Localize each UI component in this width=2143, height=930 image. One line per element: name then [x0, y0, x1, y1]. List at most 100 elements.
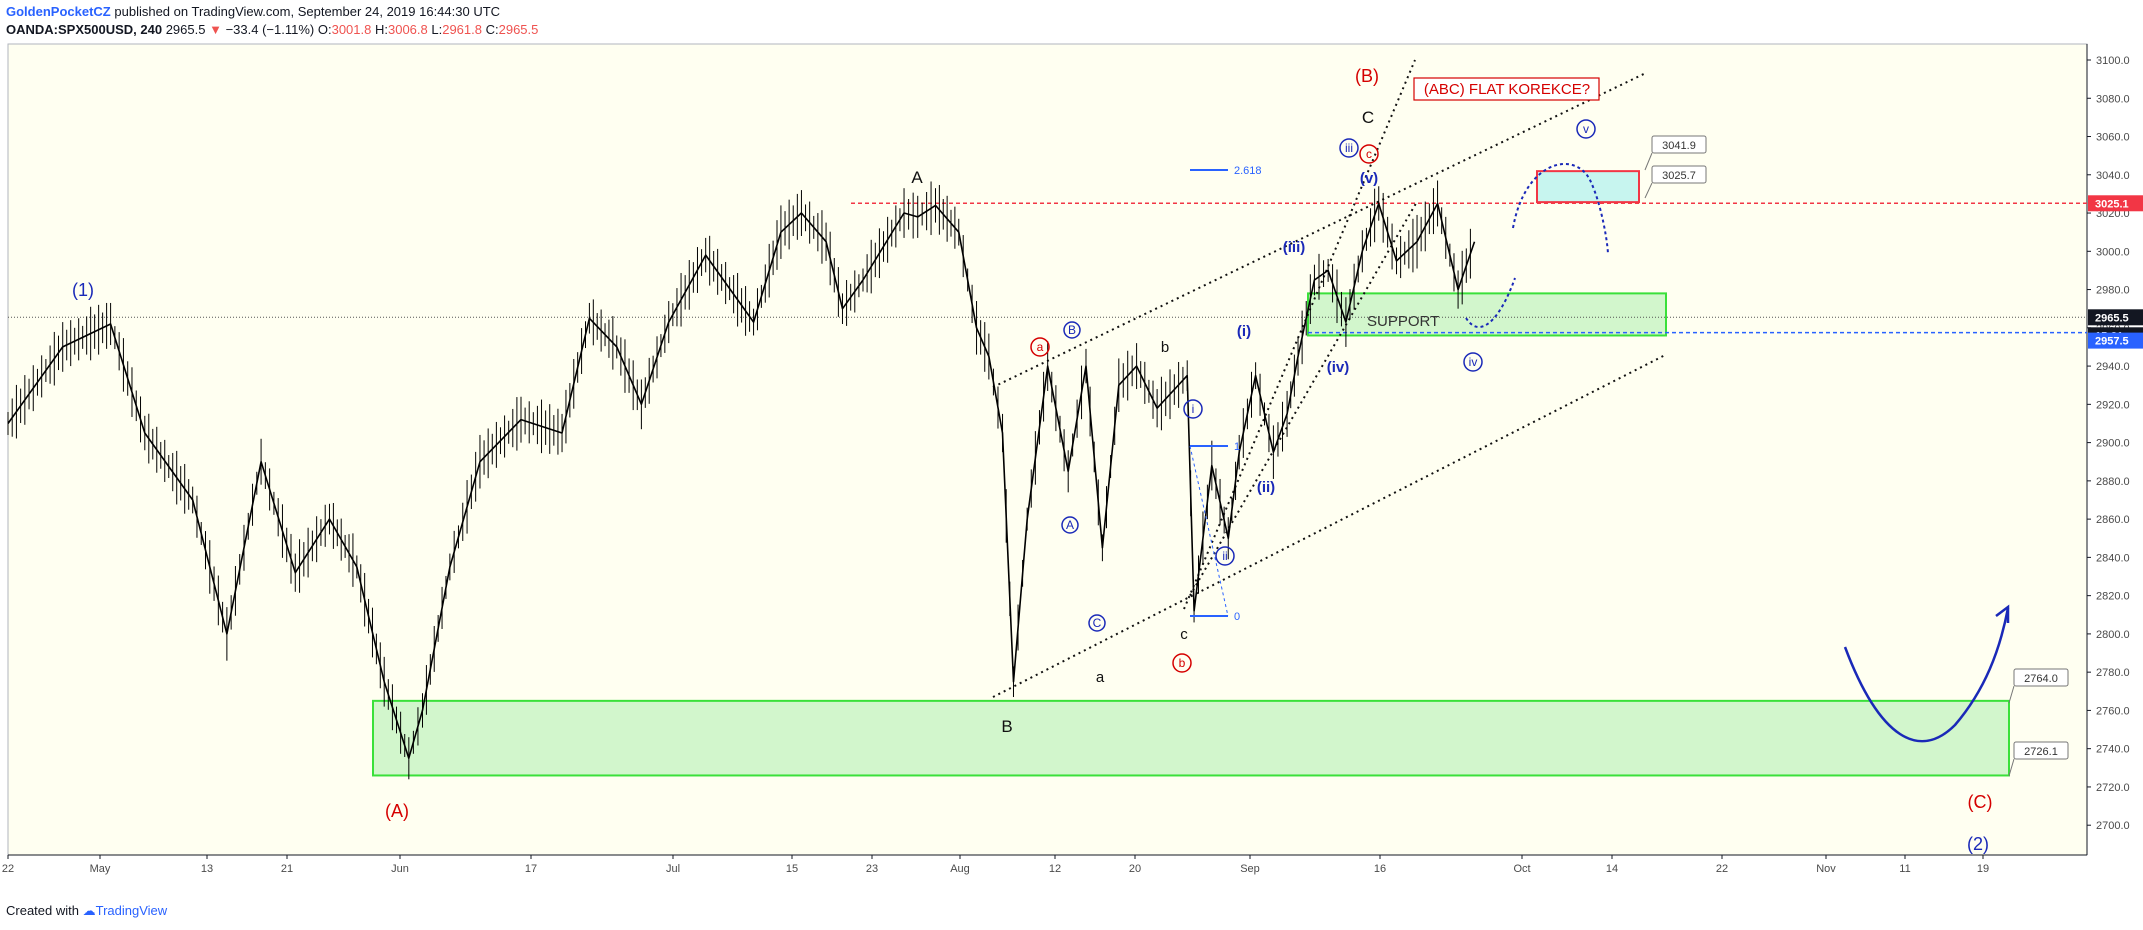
time-tick-label: Jun — [391, 863, 409, 875]
open-label: O: — [317, 22, 332, 37]
time-tick-label: 13 — [201, 863, 213, 875]
price-flag-text: 3025.1 — [2095, 198, 2129, 210]
wave-label-blue-A-circle — [1061, 516, 1079, 534]
wave-label-C: C — [1362, 108, 1374, 127]
time-tick-label: Nov — [1816, 863, 1836, 875]
wave-label-b: b — [1161, 339, 1169, 356]
time-tick-label: 23 — [866, 863, 878, 875]
wave-label-red-a-circle — [1030, 337, 1050, 357]
price-tick-label: 2760.0 — [2096, 705, 2130, 717]
wave-label-B-major: (B) — [1355, 66, 1379, 86]
level-tag-text: 2726.1 — [2024, 746, 2058, 758]
time-tick-label: Aug — [950, 863, 970, 875]
support-zone-box — [1307, 292, 1667, 337]
level-tag-connector — [1644, 152, 1653, 171]
wave-label-a: a — [1096, 669, 1105, 686]
wave-label-circled-iii: iii — [1345, 141, 1353, 155]
projection-curve-c — [1843, 607, 2010, 743]
price-tick-label: 3080.0 — [2096, 93, 2130, 105]
level-tag-box — [2013, 741, 2069, 760]
tradingview-cloud-icon: ☁ — [82, 903, 96, 918]
tradingview-link[interactable]: TradingView — [95, 903, 168, 918]
level-tag-text: 3041.9 — [1662, 140, 1696, 152]
wave-label-circled-iv-circle — [1463, 352, 1483, 372]
price-flag — [2088, 195, 2143, 212]
price-tick-label: 3100.0 — [2096, 55, 2130, 67]
open-value: 3001.8 — [331, 22, 372, 37]
price-change: −33.4 (−1.11%) — [225, 22, 315, 37]
price-tick-label: 2900.0 — [2096, 438, 2130, 450]
price-flag — [2088, 309, 2143, 326]
level-tag-box — [2013, 668, 2069, 687]
close-label: C: — [485, 22, 499, 37]
time-tick-label: 20 — [1129, 863, 1141, 875]
symbol-line: OANDA:SPX500USD, 240 2965.5 ▼ −33.4 (−1.… — [6, 21, 538, 39]
fib-label-2618: 2.618 — [1234, 165, 1262, 177]
wave-label-circled-v: v — [1583, 122, 1589, 136]
price-tick-label: 2740.0 — [2096, 744, 2130, 756]
arrow-up-icon — [1995, 604, 2010, 623]
wave-label-B: B — [1001, 717, 1012, 736]
level-tag-connector — [2008, 685, 2015, 704]
wave-label-red-c-circle — [1359, 144, 1379, 164]
symbol-name: OANDA:SPX500USD, 240 — [6, 22, 163, 37]
price-tick-label: 2840.0 — [2096, 552, 2130, 564]
down-arrow-icon: ▼ — [209, 22, 222, 37]
time-tick-label: 17 — [525, 863, 537, 875]
wave-label-circled-ii-circle — [1215, 546, 1235, 566]
annotation-box — [1413, 77, 1600, 101]
wave-label-2: (2) — [1967, 834, 1989, 854]
close-value: 2965.5 — [498, 22, 539, 37]
projection-path-lower — [1465, 277, 1516, 328]
time-tick-label: Jul — [666, 863, 680, 875]
level-tag-text: 3025.7 — [1662, 170, 1696, 182]
price-tick-label: 2800.0 — [2096, 629, 2130, 641]
wave-label-blue-A: A — [1066, 518, 1074, 532]
support-zone-label: SUPPORT — [1367, 313, 1439, 330]
price-flag-text: 2965.5 — [2095, 312, 2129, 324]
fib-label-1: 1 — [1234, 441, 1240, 453]
wave-label-paren-iv: (iv) — [1327, 359, 1350, 376]
time-tick-label: 15 — [786, 863, 798, 875]
fib-diagonal — [1189, 445, 1229, 617]
wave-label-blue-B-circle — [1063, 321, 1081, 339]
price-tick-label: 3000.0 — [2096, 246, 2130, 258]
price-tick-label: 2940.0 — [2096, 361, 2130, 373]
wave-label-c: c — [1180, 626, 1188, 643]
wave-label-1: (1) — [72, 280, 94, 300]
price-tick-label: 2720.0 — [2096, 782, 2130, 794]
wave-label-blue-C: C — [1093, 616, 1102, 630]
wave-label-circled-v-circle — [1576, 119, 1596, 139]
price-tick-label: 3040.0 — [2096, 170, 2130, 182]
time-tick-label: 12 — [1049, 863, 1061, 875]
high-value: 3006.8 — [387, 22, 428, 37]
wave-label-red-a: a — [1037, 340, 1044, 354]
level-tag-box — [1651, 135, 1707, 154]
annotation-text: (ABC) FLAT KOREKCE? — [1424, 81, 1590, 98]
wave-label-circled-iii-circle — [1339, 138, 1359, 158]
author-link[interactable]: GoldenPocketCZ — [6, 4, 111, 19]
wave-label-circled-i-circle — [1183, 399, 1203, 419]
wave-label-paren-v: (v) — [1360, 170, 1378, 187]
wave-label-blue-C-circle — [1088, 614, 1106, 632]
chart-footer: Created with ☁TradingView — [6, 902, 167, 920]
time-tick-label: 22 — [2, 863, 14, 875]
price-tick-label: 2920.0 — [2096, 399, 2130, 411]
time-tick-label: 21 — [281, 863, 293, 875]
level-tag-text: 2764.0 — [2024, 673, 2058, 685]
wave-label-paren-iii: (iii) — [1283, 239, 1306, 256]
time-tick-label: 22 — [1716, 863, 1728, 875]
level-tag-connector — [1644, 182, 1653, 199]
wave-label-blue-B: B — [1068, 323, 1076, 337]
chart-header: GoldenPocketCZ published on TradingView.… — [6, 3, 538, 39]
time-tick-label: May — [90, 863, 111, 875]
time-tick-label: 19 — [1977, 863, 1989, 875]
price-tick-label: 2980.0 — [2096, 285, 2130, 297]
projection-path-upper — [1512, 163, 1609, 256]
fib-label-0: 0 — [1234, 611, 1240, 623]
publish-line: GoldenPocketCZ published on TradingView.… — [6, 3, 538, 21]
wave-label-red-b: b — [1179, 656, 1186, 670]
wave-label-C-major: (C) — [1968, 792, 1993, 812]
price-tick-label: 2700.0 — [2096, 820, 2130, 832]
